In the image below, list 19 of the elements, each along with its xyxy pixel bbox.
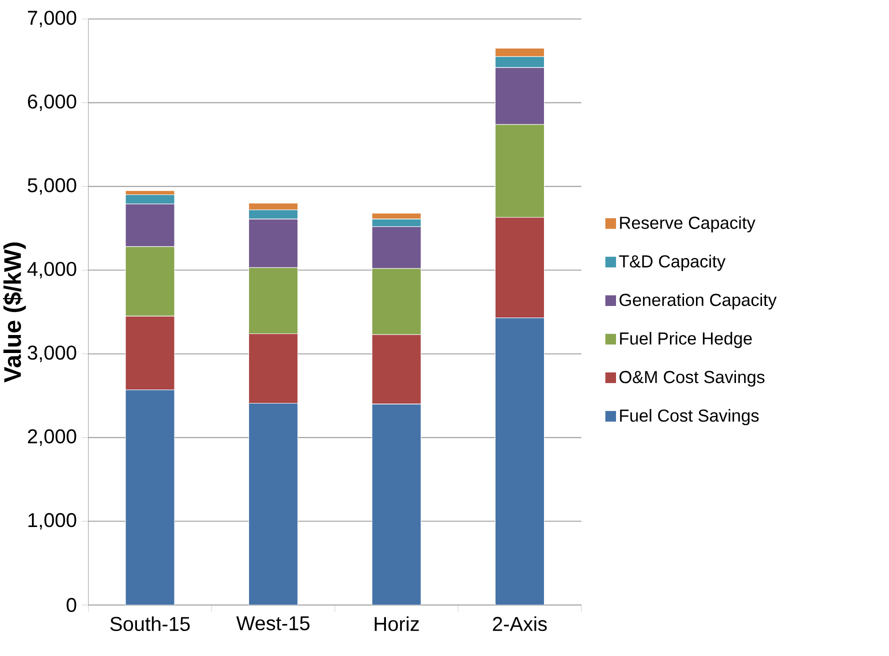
legend-label: O&M Cost Savings: [620, 370, 764, 387]
legend-label: T&D Capacity: [619, 254, 726, 271]
y-tick-label: 5,000: [28, 178, 76, 195]
legend-label: Generation Capacity: [620, 293, 777, 310]
y-tick-label: 6,000: [28, 94, 76, 111]
y-tick-label: 3,000: [28, 346, 76, 362]
legend-label: Reserve Capacity: [620, 216, 756, 232]
legend-label: Fuel Cost Savings: [620, 409, 759, 426]
x-tick-label: 2-Axis: [492, 616, 547, 632]
legend-label: Fuel Price Hedge: [620, 332, 752, 348]
y-tick-label: 0: [66, 598, 76, 612]
y-tick-label: 7,000: [28, 10, 76, 28]
x-tick-label: Horiz: [374, 616, 419, 632]
y-axis-title: Value ($/kW): [3, 242, 26, 383]
x-tick-label: West-15: [236, 616, 310, 630]
y-tick-label: 2,000: [28, 429, 76, 446]
y-tick-label: 4,000: [27, 262, 76, 278]
y-tick-label: 1,000: [28, 513, 76, 530]
x-tick-label: South-15: [110, 616, 190, 632]
